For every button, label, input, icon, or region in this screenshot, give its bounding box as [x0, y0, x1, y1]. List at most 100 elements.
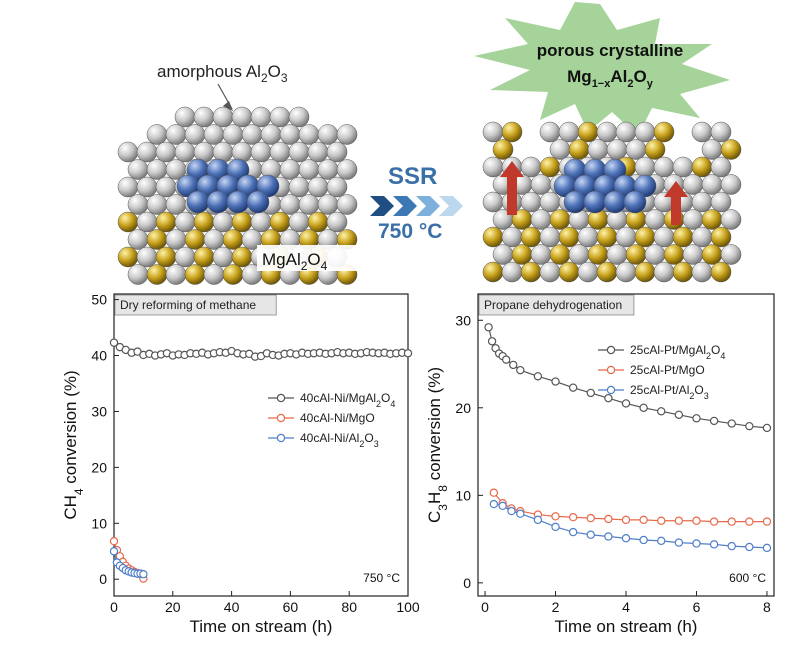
magnesium-atom: [549, 209, 571, 230]
alumina-atom: [288, 106, 310, 128]
magnesium-atom: [155, 246, 177, 268]
x-tick-label: 100: [396, 599, 420, 615]
alumina-atom: [212, 211, 234, 233]
alumina-atom: [634, 156, 656, 178]
magnesium-atom: [558, 261, 580, 283]
series-3: [489, 499, 772, 553]
migration-arrow-icon: [500, 161, 524, 177]
legend-swatch-marker: [276, 413, 286, 423]
y-axis-label: C3H8 conversion (%): [425, 367, 450, 523]
magnesium-atom: [549, 244, 571, 265]
series-3: [109, 547, 148, 579]
magnesium-atom: [146, 229, 168, 250]
active-metal-atom: [623, 190, 647, 214]
alumina-atom: [269, 141, 291, 163]
magnesium-atom: [520, 226, 542, 248]
burst-shape: [474, 2, 730, 136]
magnesium-atom: [222, 229, 244, 250]
alumina-atom: [184, 124, 206, 145]
y-tick-label: 20: [91, 459, 107, 475]
process-temperature: 750 °C: [378, 220, 442, 243]
series-line: [487, 327, 768, 429]
alumina-atom: [165, 194, 187, 215]
alumina-atom: [634, 121, 656, 143]
svg-text:amorphous Al2O3: amorphous Al2O3: [157, 62, 288, 85]
x-tick-label: 6: [693, 599, 701, 615]
magnesium-atom: [634, 261, 656, 283]
y-tick-label: 0: [99, 571, 107, 587]
data-point: [109, 536, 119, 546]
alumina-atom: [644, 209, 666, 230]
legend-swatch-marker: [276, 433, 286, 443]
active-metal-atom: [563, 190, 587, 214]
alumina-atom: [203, 124, 225, 145]
data-point: [657, 536, 666, 546]
data-point: [586, 530, 595, 539]
chevron-icon-2: [393, 196, 417, 216]
legend-swatch-marker: [606, 385, 616, 395]
plot-frame: [113, 293, 409, 597]
alumina-atom: [625, 139, 647, 160]
data-point: [533, 372, 543, 381]
data-point: [727, 541, 736, 551]
alumina-atom: [298, 159, 320, 180]
magnesium-atom: [231, 211, 253, 233]
svg-text:MgAl2O4: MgAl2O4: [262, 250, 328, 273]
data-point: [604, 514, 613, 524]
process-arrow-group: SSR 750 °C: [370, 163, 463, 243]
y-tick-label: 30: [455, 312, 471, 328]
legend-swatch-marker: [606, 345, 616, 355]
data-point: [568, 513, 578, 522]
data-point: [745, 542, 754, 552]
alumina-atom: [174, 211, 196, 233]
alumina-atom: [577, 226, 599, 248]
alumina-atom: [117, 176, 139, 198]
legend-swatch-marker: [606, 365, 616, 375]
chart-title-box: [478, 294, 635, 316]
data-point: [639, 403, 648, 412]
alumina-atom: [549, 139, 571, 160]
data-point: [509, 360, 518, 370]
magnesium-atom: [568, 139, 590, 160]
x-axis-label: Time on stream (h): [555, 617, 698, 636]
alumina-atom: [279, 124, 301, 145]
alumina-atom: [336, 194, 358, 215]
active-metal-atom: [206, 190, 230, 214]
data-point: [604, 532, 613, 541]
data-point: [657, 407, 666, 416]
alumina-atom: [710, 156, 732, 178]
alumina-atom: [174, 246, 196, 268]
alumina-atom: [288, 141, 310, 163]
chart-title-box: [114, 294, 277, 316]
series-1: [109, 338, 413, 361]
active-metal-atom: [246, 190, 270, 214]
data-point: [516, 509, 525, 518]
data-point: [551, 522, 560, 532]
magnesium-atom: [482, 261, 504, 283]
active-metal-atom: [583, 190, 607, 214]
alumina-atom: [606, 139, 628, 160]
magnesium-atom: [155, 211, 177, 233]
chart-dry-reforming: Dry reforming of methane 0 20 40 60 80 100 0 10 2…: [61, 292, 420, 636]
magnesium-atom: [117, 211, 139, 233]
alumina-atom: [155, 176, 177, 198]
alumina-atom: [336, 124, 358, 145]
alumina-atom: [577, 261, 599, 283]
y-axis-label: CH4 conversion (%): [61, 370, 86, 519]
alumina-atom: [317, 124, 339, 145]
alumina-atom: [710, 191, 732, 213]
y-tick-label: 0: [463, 575, 471, 591]
data-point: [507, 506, 516, 516]
magnesium-atom: [634, 226, 656, 248]
data-point: [621, 534, 631, 543]
magnesium-atom: [587, 244, 609, 265]
magnesium-atom: [231, 246, 253, 268]
series-line: [493, 503, 767, 549]
alumina-atom: [231, 141, 253, 163]
magnesium-atom: [117, 246, 139, 268]
alumina-atom: [720, 174, 742, 195]
spinel-label: MgAl2O4: [257, 245, 361, 273]
magnesium-atom: [269, 211, 291, 233]
alumina-atom: [127, 159, 149, 180]
alumina-atom: [326, 211, 348, 233]
